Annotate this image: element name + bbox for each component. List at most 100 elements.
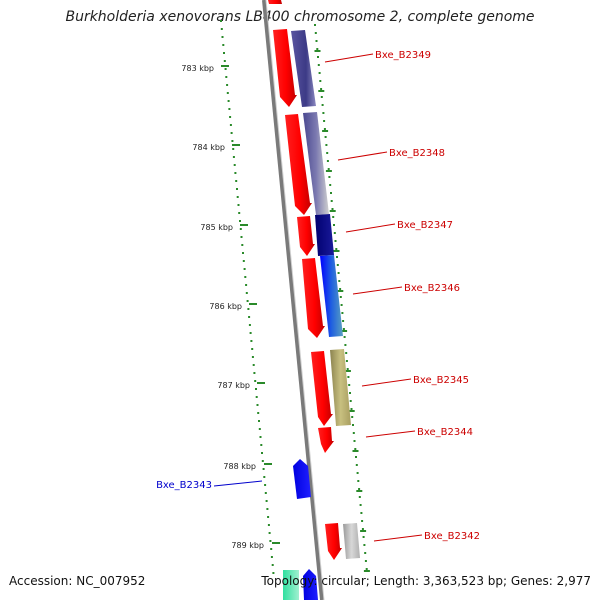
minor-tick bbox=[351, 416, 354, 418]
callout-line-bxe-b2347 bbox=[345, 223, 396, 233]
minor-tick bbox=[223, 52, 225, 54]
gene-arrow-bxe-b2345[interactable] bbox=[311, 351, 333, 426]
minor-tick bbox=[345, 352, 348, 354]
minor-tick bbox=[340, 304, 343, 306]
minor-tick bbox=[323, 120, 326, 122]
minor-tick bbox=[269, 540, 272, 542]
gene-label-bxe-b2347[interactable]: Bxe_B2347 bbox=[397, 220, 453, 231]
minor-tick bbox=[257, 412, 260, 414]
minor-tick bbox=[329, 184, 332, 186]
minor-tick bbox=[363, 570, 370, 572]
gene-arrow-top-partial[interactable] bbox=[268, 0, 282, 4]
kbp-scale: 783 kbp 784 kbp 785 kbp 786 kbp 787 kbp … bbox=[181, 64, 280, 550]
minor-tick bbox=[348, 384, 351, 386]
minor-tick bbox=[232, 148, 235, 150]
minor-tick bbox=[322, 130, 329, 132]
homolog-track bbox=[283, 30, 360, 600]
minor-tick bbox=[328, 176, 331, 178]
map-title: Burkholderia xenovorans LB400 chromosome… bbox=[65, 9, 535, 25]
gene-label-bxe-b2342[interactable]: Bxe_B2342 bbox=[424, 531, 480, 542]
minor-tick bbox=[327, 168, 330, 170]
minor-tick bbox=[333, 250, 340, 252]
minor-tick bbox=[235, 180, 238, 182]
gene-label-bxe-b2348[interactable]: Bxe_B2348 bbox=[389, 148, 445, 159]
chromosome-backbone-highlight bbox=[265, 0, 325, 600]
minor-tick bbox=[333, 232, 336, 234]
minor-tick bbox=[249, 332, 252, 334]
minor-tick bbox=[349, 400, 352, 402]
minor-tick bbox=[243, 268, 246, 270]
scale-label-789: 789 kbp bbox=[231, 541, 264, 550]
minor-tick bbox=[221, 36, 224, 38]
minor-tick bbox=[270, 548, 273, 550]
minor-tick bbox=[352, 424, 354, 426]
minor-tick bbox=[251, 348, 254, 350]
accession-label: Accession: NC_007952 bbox=[9, 574, 146, 588]
gene-label-bxe-b2349[interactable]: Bxe_B2349 bbox=[375, 50, 431, 61]
minor-tick bbox=[245, 284, 248, 286]
minor-tick bbox=[314, 50, 321, 52]
minor-tick bbox=[323, 128, 326, 130]
scale-label-786: 786 kbp bbox=[209, 302, 242, 311]
minor-tick bbox=[332, 216, 335, 218]
gene-arrow-bottom-partial[interactable] bbox=[303, 569, 318, 600]
minor-tick bbox=[339, 288, 342, 290]
gene-label-bxe-b2344[interactable]: Bxe_B2344 bbox=[417, 427, 473, 438]
gene-arrow-bxe-b2342[interactable] bbox=[325, 523, 342, 560]
minor-tick bbox=[318, 72, 321, 74]
minor-tick bbox=[248, 316, 251, 318]
minor-tick bbox=[265, 500, 268, 502]
gene-arrow-bxe-b2349[interactable] bbox=[273, 29, 297, 107]
minor-tick bbox=[254, 380, 257, 382]
gene-label-bxe-b2343[interactable]: Bxe_B2343 bbox=[156, 480, 212, 491]
chromosome-backbone bbox=[262, 0, 324, 600]
homolog-block-2 bbox=[303, 112, 329, 215]
minor-tick bbox=[314, 32, 317, 34]
minor-tick bbox=[261, 452, 263, 454]
callout-lines bbox=[213, 53, 423, 542]
minor-tick bbox=[321, 104, 324, 106]
minor-tick bbox=[344, 370, 351, 372]
gene-arrow-bxe-b2346[interactable] bbox=[302, 258, 325, 338]
minor-tick bbox=[258, 428, 261, 430]
minor-tick bbox=[238, 212, 241, 214]
gene-label-bxe-b2345[interactable]: Bxe_B2345 bbox=[413, 375, 469, 386]
minor-tick bbox=[352, 450, 359, 452]
minor-tick bbox=[341, 312, 344, 314]
minor-tick bbox=[268, 532, 271, 534]
minor-tick bbox=[236, 188, 238, 190]
minor-tick bbox=[360, 530, 367, 532]
minor-tick bbox=[326, 160, 329, 162]
gene-arrow-bxe-b2347[interactable] bbox=[297, 216, 315, 256]
scale-label-783: 783 kbp bbox=[181, 64, 214, 73]
minor-tick bbox=[356, 472, 359, 474]
scale-label-787: 787 kbp bbox=[217, 381, 250, 390]
minor-tick bbox=[359, 504, 362, 506]
minor-tick bbox=[337, 290, 344, 292]
callout-line-bxe-b2349 bbox=[324, 53, 374, 63]
minor-tick bbox=[261, 460, 264, 462]
minor-tick bbox=[336, 264, 339, 266]
minor-tick bbox=[318, 90, 325, 92]
minor-tick bbox=[226, 92, 229, 94]
minor-tick bbox=[325, 144, 328, 146]
minor-tick bbox=[225, 76, 228, 78]
minor-tick bbox=[255, 388, 257, 390]
minor-tick bbox=[343, 336, 346, 338]
scale-label-788: 788 kbp bbox=[223, 462, 256, 471]
minor-tick bbox=[357, 480, 360, 482]
minor-tick bbox=[344, 344, 347, 346]
minor-tick bbox=[264, 484, 267, 486]
minor-tick bbox=[231, 140, 234, 142]
forward-gene-track bbox=[268, 0, 342, 560]
gene-arrow-bxe-b2348[interactable] bbox=[285, 114, 312, 215]
gene-label-bxe-b2346[interactable]: Bxe_B2346 bbox=[404, 283, 460, 294]
minor-tick bbox=[267, 524, 270, 526]
minor-tick bbox=[250, 340, 253, 342]
gene-arrow-bxe-b2343[interactable] bbox=[293, 459, 311, 499]
minor-tick bbox=[330, 200, 333, 202]
gene-arrow-bxe-b2344[interactable] bbox=[318, 427, 334, 453]
minor-tick bbox=[223, 60, 226, 62]
minor-tick bbox=[226, 84, 229, 86]
callout-line-bxe-b2345 bbox=[361, 378, 412, 387]
